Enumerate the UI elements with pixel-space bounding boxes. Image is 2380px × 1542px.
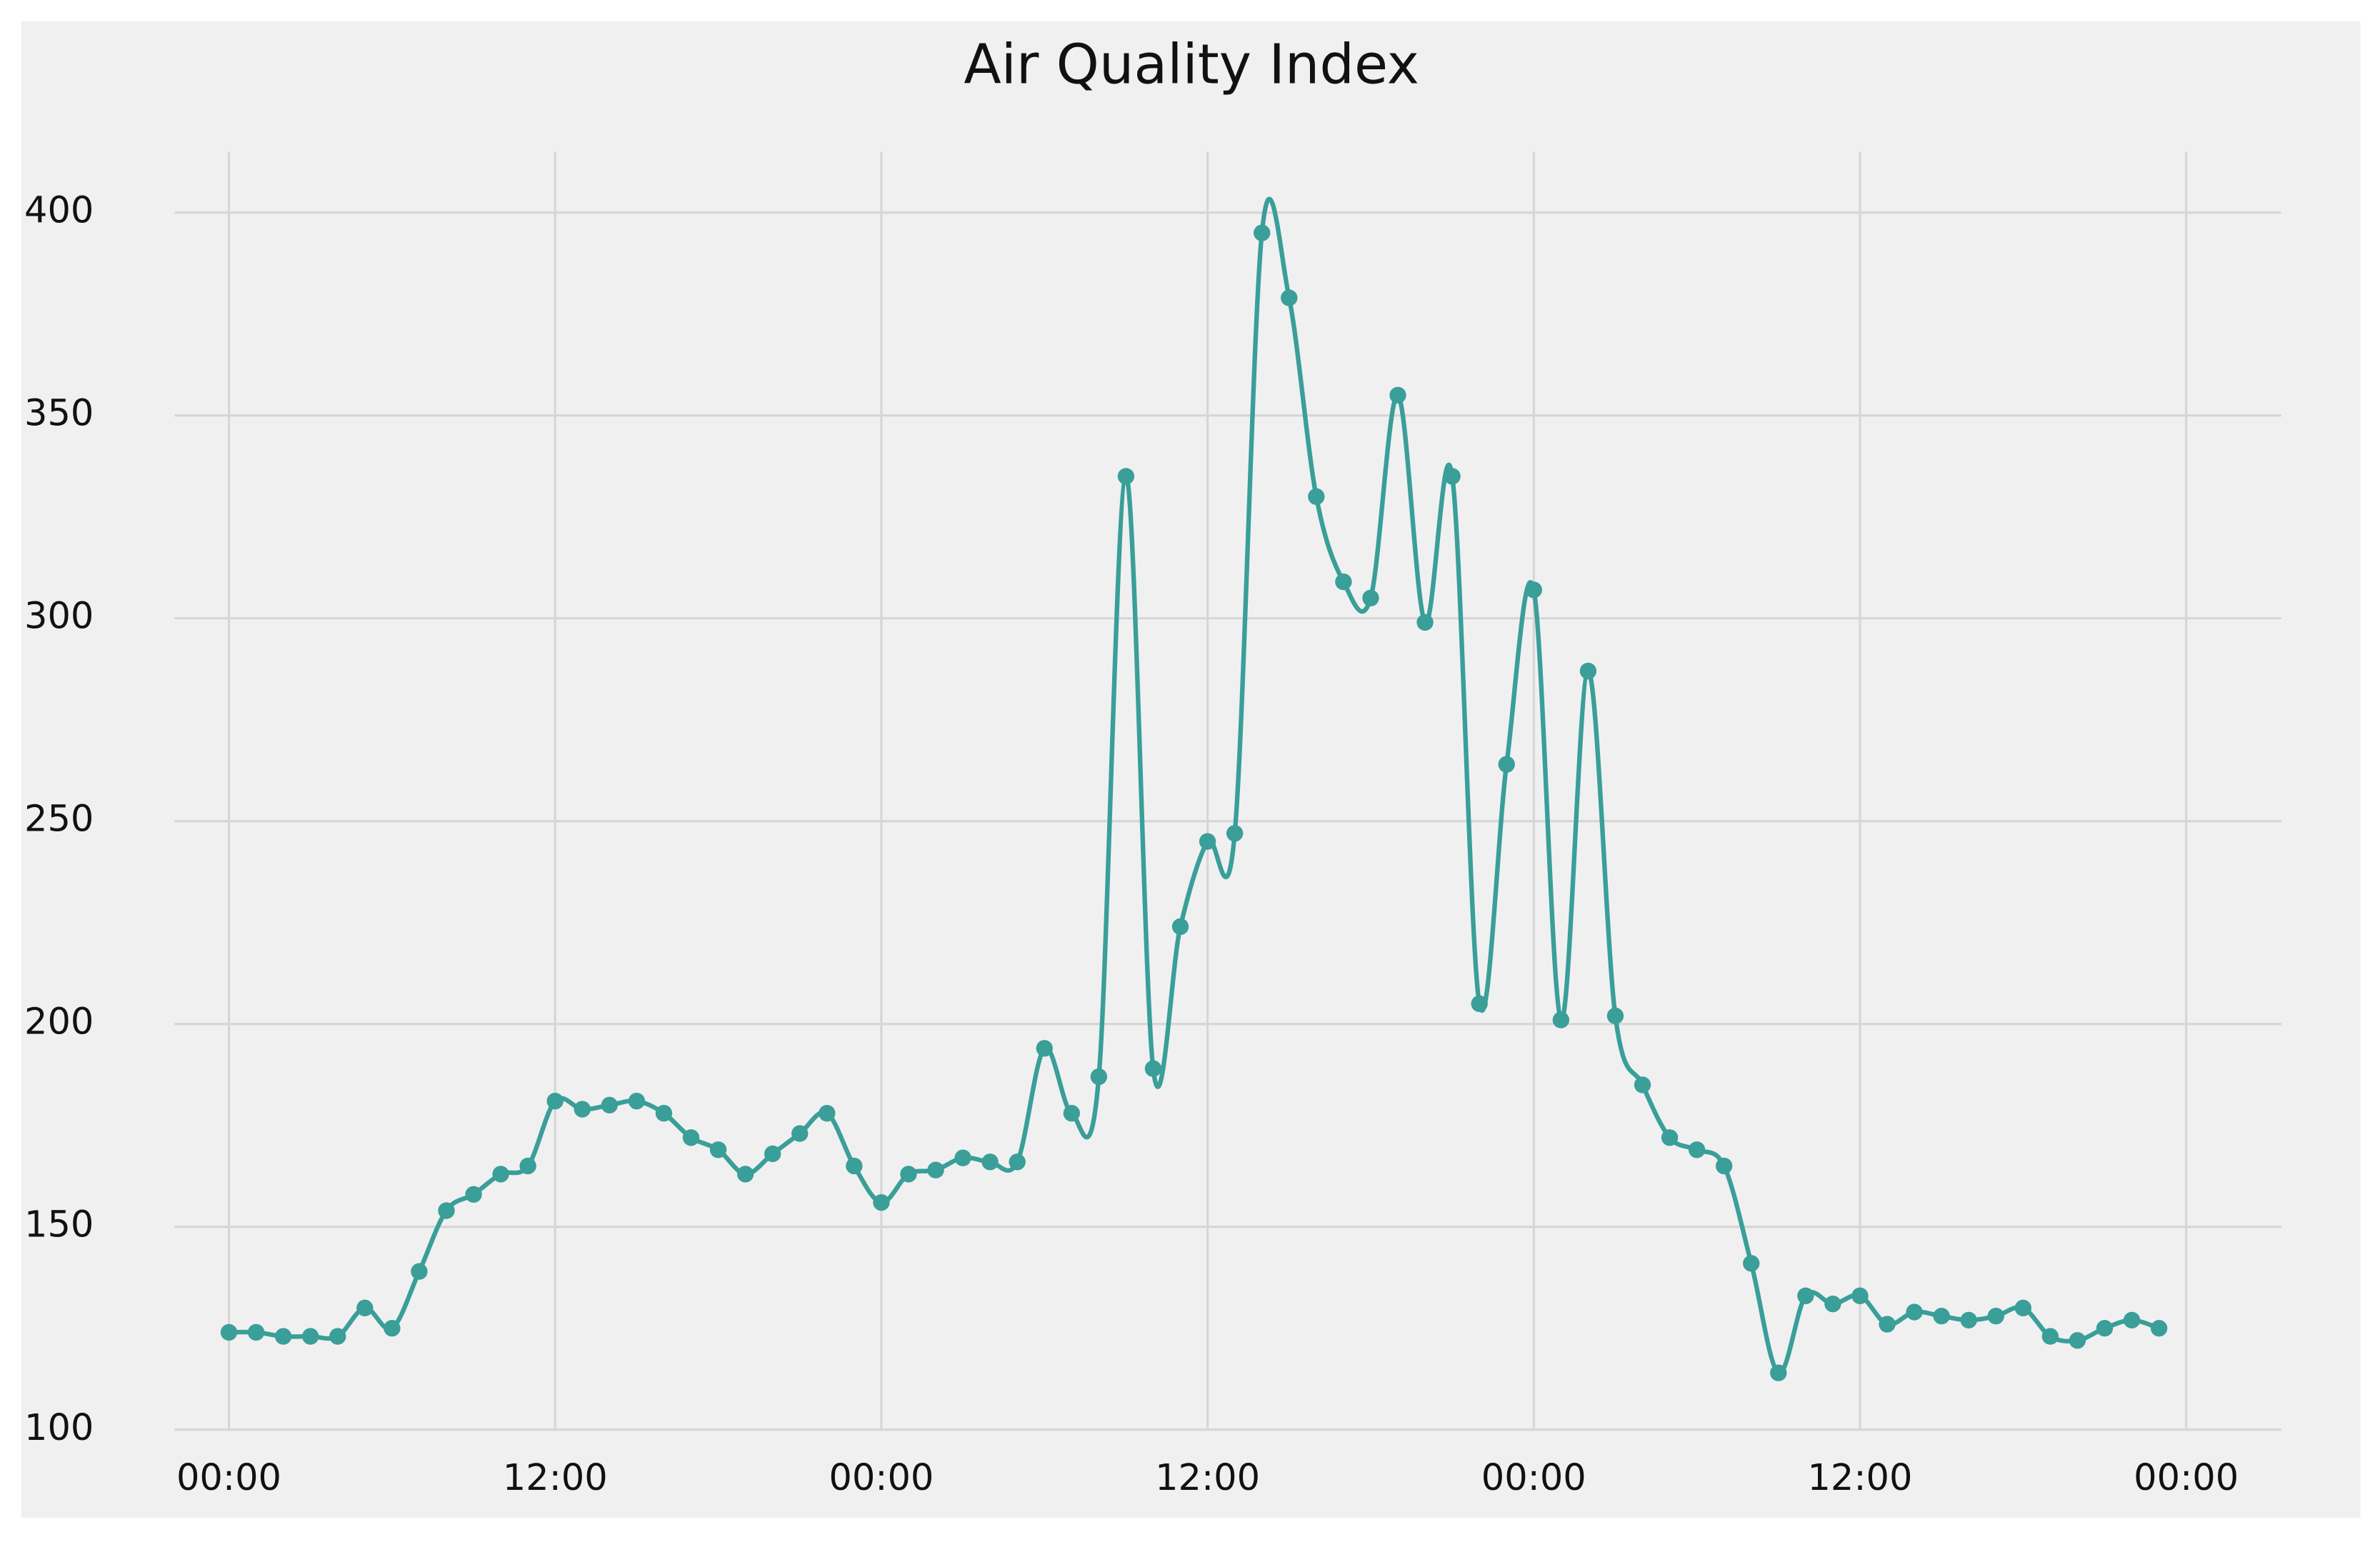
data-point	[1199, 833, 1216, 850]
data-point	[1770, 1364, 1787, 1381]
data-point	[1254, 224, 1271, 241]
data-point	[356, 1299, 374, 1317]
data-point	[411, 1263, 428, 1280]
data-point	[247, 1323, 265, 1341]
data-point	[927, 1161, 944, 1178]
data-point	[981, 1153, 999, 1171]
data-point	[628, 1092, 646, 1110]
data-point	[1362, 589, 1379, 607]
data-point	[1525, 581, 1542, 599]
data-point	[1117, 468, 1135, 485]
y-tick-label: 150	[24, 1204, 94, 1246]
data-point	[1933, 1308, 1950, 1325]
y-tick-label: 350	[24, 393, 94, 435]
data-point	[1171, 918, 1189, 936]
data-point	[1634, 1076, 1651, 1093]
x-tick-label: 12:00	[1807, 1457, 1912, 1499]
x-tick-label: 00:00	[829, 1457, 934, 1499]
data-point	[1308, 488, 1325, 506]
data-point	[1335, 573, 1352, 591]
data-point	[2014, 1299, 2032, 1317]
data-point	[1688, 1141, 1706, 1158]
data-point	[1987, 1308, 2004, 1325]
data-point	[1063, 1105, 1080, 1122]
data-point	[1606, 1007, 1624, 1025]
data-point	[1144, 1060, 1162, 1077]
data-point	[1090, 1068, 1108, 1086]
chart-title: Air Quality Index	[964, 34, 1419, 97]
data-point	[2150, 1320, 2168, 1337]
data-point	[1579, 662, 1597, 680]
data-point	[1851, 1287, 1869, 1304]
data-point	[709, 1141, 727, 1158]
data-point	[655, 1105, 673, 1122]
y-tick-label: 300	[24, 596, 94, 638]
data-point	[1797, 1287, 1814, 1304]
data-point	[1471, 995, 1488, 1013]
data-point	[1226, 825, 1244, 842]
data-point	[954, 1149, 971, 1166]
y-tick-label: 100	[24, 1407, 94, 1449]
x-tick-label: 12:00	[1155, 1457, 1260, 1499]
x-tick-label: 00:00	[176, 1457, 281, 1499]
x-tick-label: 00:00	[2134, 1457, 2239, 1499]
data-point	[682, 1129, 700, 1146]
x-tick-label: 12:00	[503, 1457, 608, 1499]
data-point	[1906, 1303, 1923, 1321]
y-tick-label: 400	[24, 190, 94, 232]
data-point	[601, 1096, 618, 1114]
data-point	[819, 1105, 836, 1122]
data-point	[2041, 1328, 2059, 1345]
data-point	[1444, 468, 1461, 485]
data-point	[2069, 1332, 2086, 1349]
data-point	[1498, 756, 1515, 773]
y-tick-label: 250	[24, 798, 94, 841]
plot-background	[21, 21, 2361, 1518]
data-point	[1281, 289, 1298, 306]
data-point	[1715, 1157, 1733, 1175]
data-point	[574, 1101, 591, 1118]
data-point	[220, 1323, 238, 1341]
data-point	[465, 1186, 482, 1203]
data-point	[846, 1157, 863, 1175]
data-point	[900, 1166, 917, 1183]
data-point	[1960, 1311, 1977, 1329]
data-point	[2096, 1320, 2114, 1337]
data-point	[1009, 1153, 1026, 1171]
data-point	[736, 1166, 754, 1183]
data-point	[519, 1157, 536, 1175]
data-point	[546, 1092, 564, 1110]
data-point	[1879, 1316, 1896, 1333]
data-point	[492, 1166, 509, 1183]
data-point	[384, 1320, 401, 1337]
data-point	[873, 1193, 890, 1211]
data-point	[791, 1125, 809, 1142]
data-point	[274, 1328, 292, 1345]
data-point	[1743, 1255, 1760, 1272]
data-point	[301, 1328, 319, 1345]
data-point	[329, 1328, 346, 1345]
data-point	[1661, 1129, 1679, 1146]
x-tick-label: 00:00	[1481, 1457, 1586, 1499]
data-point	[1824, 1295, 1841, 1313]
data-point	[1389, 386, 1406, 404]
data-point	[1036, 1040, 1053, 1057]
data-point	[2123, 1311, 2141, 1329]
data-point	[1552, 1011, 1570, 1028]
data-point	[438, 1202, 455, 1219]
y-tick-label: 200	[24, 1001, 94, 1043]
data-point	[764, 1145, 781, 1163]
data-point	[1416, 614, 1434, 631]
